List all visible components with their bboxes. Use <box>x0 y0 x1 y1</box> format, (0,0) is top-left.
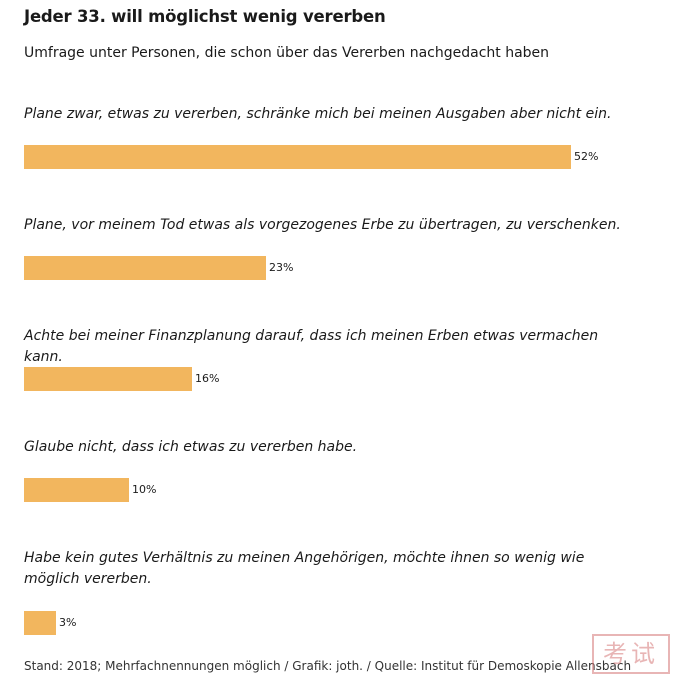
chart-title: Jeder 33. will möglichst wenig vererben <box>24 7 386 26</box>
bar <box>24 367 192 391</box>
category-label: Habe kein gutes Verhältnis zu meinen Ang… <box>24 550 585 587</box>
bar <box>24 145 571 169</box>
value-label: 23% <box>269 261 294 274</box>
bar <box>24 478 129 502</box>
source-footer: Stand: 2018; Mehrfachnennungen möglich /… <box>24 659 632 673</box>
bar <box>24 256 266 280</box>
value-label: 10% <box>132 483 157 496</box>
watermark-stamp: 考试 <box>592 634 670 674</box>
bar <box>24 611 56 635</box>
value-label: 16% <box>195 372 220 385</box>
value-label: 52% <box>574 150 599 163</box>
category-label: Plane, vor meinem Tod etwas als vorgezog… <box>24 217 621 233</box>
category-label: Plane zwar, etwas zu vererben, schränke … <box>24 106 612 122</box>
category-label: Glaube nicht, dass ich etwas zu vererben… <box>24 439 358 455</box>
chart-subtitle: Umfrage unter Personen, die schon über d… <box>24 45 550 61</box>
value-label: 3% <box>59 616 77 629</box>
category-label: Achte bei meiner Finanzplanung darauf, d… <box>24 328 599 365</box>
